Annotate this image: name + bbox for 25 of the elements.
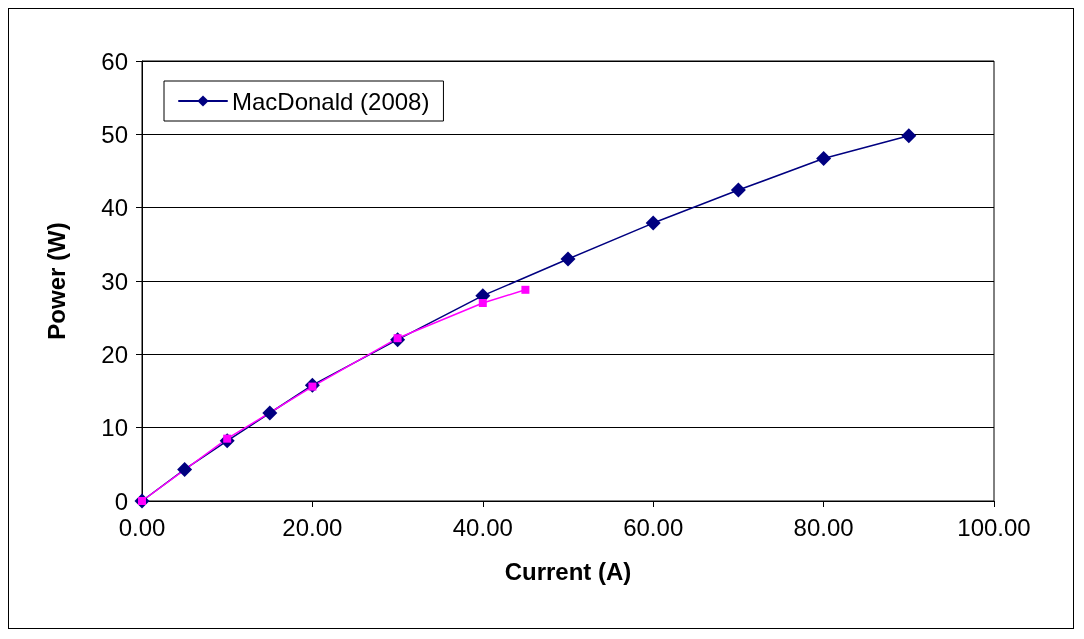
legend-label: MacDonald (2008) — [232, 87, 430, 115]
point — [901, 128, 917, 144]
point — [816, 151, 832, 167]
y-tick-label: 30 — [101, 267, 128, 295]
x-tick-label: 0.00 — [118, 513, 166, 541]
x-tick-label: 20.00 — [282, 513, 343, 541]
x-tick-label: 100.00 — [957, 513, 1031, 541]
point — [262, 405, 278, 421]
x-tick-label: 80.00 — [793, 513, 854, 541]
point — [645, 215, 661, 231]
point — [521, 285, 530, 294]
x-tick-label: 40.00 — [452, 513, 513, 541]
y-tick-label: 50 — [101, 120, 128, 148]
point — [177, 461, 193, 477]
y-tick-label: 20 — [101, 340, 128, 368]
point — [478, 299, 487, 307]
x-tick-label: 60.00 — [623, 513, 684, 541]
x-axis-title: Current (A) — [504, 557, 632, 585]
point — [560, 251, 576, 267]
y-tick-label: 10 — [101, 414, 128, 442]
y-tick-label: 40 — [101, 194, 128, 222]
point — [730, 182, 746, 198]
y-axis-title: Power (W) — [42, 222, 70, 340]
y-tick-label: 60 — [101, 47, 128, 75]
y-tick-label: 0 — [114, 487, 128, 515]
